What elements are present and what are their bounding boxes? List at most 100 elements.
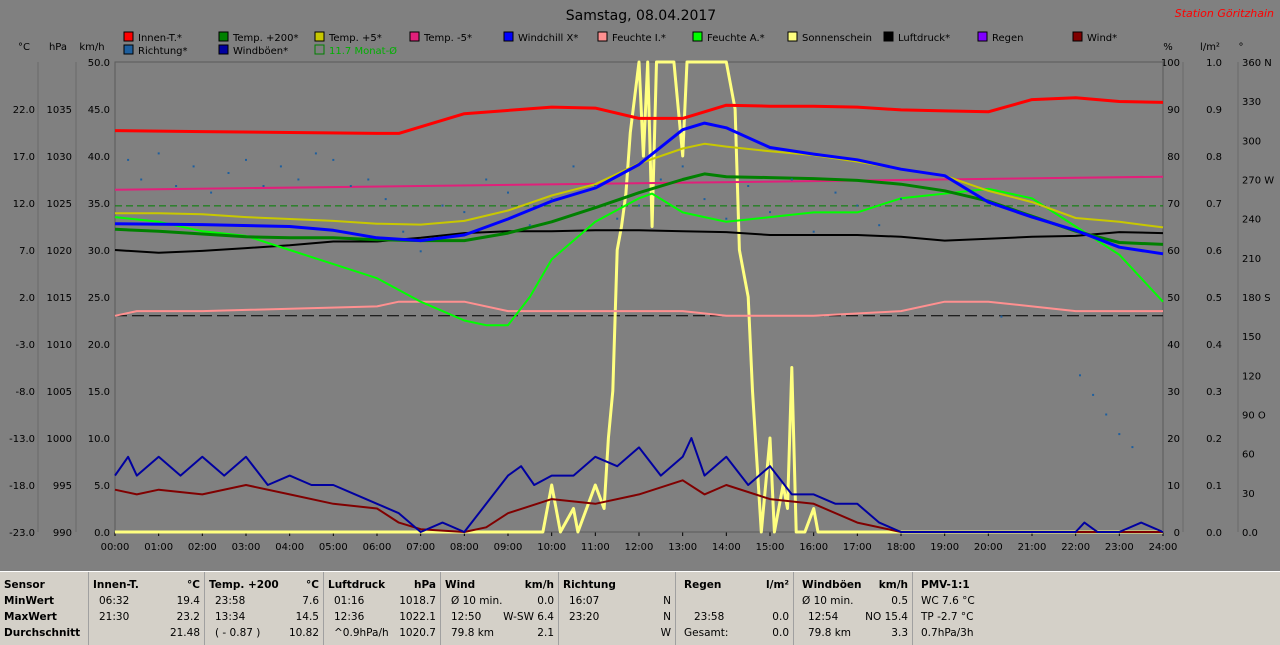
legend-label: 11.7 Monat-Ø bbox=[329, 45, 397, 57]
y-tick-percent: 70 bbox=[1167, 199, 1180, 210]
x-tick-label: 24:00 bbox=[1149, 542, 1178, 553]
y-tick-hpa: 1015 bbox=[47, 293, 72, 304]
legend-item-windchill-x[interactable]: Windchill X* bbox=[503, 31, 578, 44]
col-temp: Temp. +200 °C 23:58 7.6 13:34 14.5 ( - 0.87… bbox=[205, 572, 324, 645]
richtung-avg-value: W bbox=[660, 627, 671, 639]
legend-item-sonnenschein[interactable]: Sonnenschein bbox=[787, 31, 872, 44]
series-line-temp-5 bbox=[114, 175, 1164, 191]
x-tick-label: 21:00 bbox=[1018, 542, 1047, 553]
y-tick-hpa: 1025 bbox=[47, 199, 72, 210]
legend-item-temp-5[interactable]: Temp. +5* bbox=[314, 31, 382, 44]
boeen-min-value: 0.5 bbox=[891, 595, 908, 607]
legend-label: Feuchte A.* bbox=[707, 33, 765, 44]
legend-item-temp-200[interactable]: Temp. +200* bbox=[218, 31, 298, 44]
wind-direction-point bbox=[192, 165, 195, 168]
legend-swatch bbox=[314, 31, 325, 42]
x-tick-label: 06:00 bbox=[363, 542, 392, 553]
legend-label: Feuchte I.* bbox=[612, 33, 666, 44]
boeen-max-time: 12:54 bbox=[808, 611, 839, 623]
legend-item-regen[interactable]: Regen bbox=[977, 31, 1024, 44]
richtung-max-value: N bbox=[663, 611, 671, 623]
y-tick-celsius: -13.0 bbox=[9, 434, 35, 445]
wind-direction-point bbox=[402, 230, 405, 233]
x-tick-label: 14:00 bbox=[712, 542, 741, 553]
header-sensor: Sensor bbox=[4, 579, 45, 591]
y-tick-hpa: 1000 bbox=[47, 434, 72, 445]
y-tick-percent: 30 bbox=[1167, 387, 1180, 398]
header-pmv: PMV-1:1 bbox=[921, 579, 970, 591]
x-tick-label: 23:00 bbox=[1105, 542, 1134, 553]
temp-min-time: 23:58 bbox=[215, 595, 246, 607]
unit-hpa: hPa bbox=[49, 42, 67, 53]
legend-item-innen-t[interactable]: Innen-T.* bbox=[123, 31, 182, 44]
legend-item-feuchte-i[interactable]: Feuchte I.* bbox=[597, 31, 666, 44]
wind-direction-point bbox=[1105, 413, 1108, 416]
richtung-min-time: 16:07 bbox=[569, 595, 600, 607]
x-tick-label: 01:00 bbox=[144, 542, 173, 553]
wind-avg-value: 2.1 bbox=[537, 627, 554, 639]
boeen-max-value: NO 15.4 bbox=[865, 611, 908, 623]
luft-avg-value: 1020.7 bbox=[399, 627, 436, 639]
header-luftdruck-unit: hPa bbox=[414, 579, 436, 591]
wind-direction-point bbox=[1092, 393, 1095, 396]
wind-direction-point bbox=[834, 191, 837, 194]
unit-percent: % bbox=[1163, 42, 1173, 53]
y-tick-degree: 180 S bbox=[1242, 293, 1271, 304]
legend-item-luftdruck[interactable]: Luftdruck* bbox=[883, 31, 950, 44]
richtung-min-value: N bbox=[663, 595, 671, 607]
y-tick-hpa: 1030 bbox=[47, 152, 72, 163]
x-tick-label: 17:00 bbox=[843, 542, 872, 553]
wind-direction-point bbox=[1000, 315, 1003, 318]
y-tick-degree: 0.0 bbox=[1242, 528, 1258, 539]
legend-label: Temp. +5* bbox=[328, 33, 382, 44]
y-tick-lm2: 0.0 bbox=[1206, 528, 1222, 539]
legend: Innen-T.* Temp. +200* Temp. +5* Temp. -5* Wi… bbox=[123, 31, 1117, 57]
legend-item-11-7-monat[interactable]: 11.7 Monat-Ø bbox=[314, 44, 397, 57]
regen-max-time: 23:58 bbox=[694, 611, 725, 623]
x-tick-label: 08:00 bbox=[450, 542, 479, 553]
wind-direction-point bbox=[367, 178, 370, 181]
y-tick-degree: 30 bbox=[1242, 489, 1255, 500]
unit-kmh: km/h bbox=[79, 42, 104, 53]
y-tick-lm2: 0.5 bbox=[1206, 293, 1222, 304]
wind-avg-time: 79.8 km bbox=[451, 627, 495, 639]
statistics-footer: Sensor MinWert MaxWert Durchschnitt Inne… bbox=[0, 571, 1280, 645]
wind-direction-point bbox=[210, 191, 213, 194]
boeen-avg-value: 3.3 bbox=[891, 627, 908, 639]
y-tick-lm2: 0.2 bbox=[1206, 434, 1222, 445]
x-tick-label: 18:00 bbox=[887, 542, 916, 553]
y-tick-celsius: -23.0 bbox=[9, 528, 35, 539]
y-tick-degree: 210 bbox=[1242, 254, 1261, 265]
regen-max-value: 0.0 bbox=[772, 611, 789, 623]
x-tick-label: 03:00 bbox=[232, 542, 261, 553]
wind-direction-point bbox=[175, 185, 178, 187]
y-tick-lm2: 0.6 bbox=[1206, 246, 1222, 257]
wind-direction-point bbox=[703, 198, 706, 201]
y-tick-degree: 330 bbox=[1242, 97, 1261, 108]
wind-direction-point bbox=[227, 172, 230, 174]
richtung-max-time: 23:20 bbox=[569, 611, 600, 623]
wind-direction-point bbox=[1118, 433, 1121, 436]
wind-min-value: 0.0 bbox=[537, 595, 554, 607]
legend-item-temp-5[interactable]: Temp. -5* bbox=[409, 31, 472, 44]
header-temp-unit: °C bbox=[306, 579, 319, 591]
plot-area bbox=[114, 60, 1164, 534]
luft-avg-time: ^0.9hPa/h bbox=[334, 627, 389, 639]
y-tick-celsius: 7.0 bbox=[19, 246, 35, 257]
innen-max-value: 23.2 bbox=[176, 611, 200, 623]
luft-min-value: 1018.7 bbox=[399, 595, 436, 607]
legend-item-wind[interactable]: Wind* bbox=[1072, 31, 1117, 44]
legend-swatch bbox=[977, 31, 988, 42]
header-wind-unit: km/h bbox=[524, 579, 554, 591]
y-tick-hpa: 995 bbox=[53, 481, 72, 492]
luft-min-time: 01:16 bbox=[334, 595, 365, 607]
legend-item-richtung[interactable]: Richtung* bbox=[123, 44, 188, 57]
unit-celsius: °C bbox=[18, 42, 30, 53]
legend-item-windb-en[interactable]: Windböen* bbox=[218, 44, 288, 57]
x-tick-label: 04:00 bbox=[275, 542, 304, 553]
legend-label: Regen bbox=[992, 33, 1024, 44]
wind-direction-point bbox=[157, 152, 160, 155]
legend-item-feuchte-a[interactable]: Feuchte A.* bbox=[692, 31, 765, 44]
header-innen: Innen-T. bbox=[93, 579, 139, 591]
header-luftdruck: Luftdruck bbox=[328, 579, 386, 591]
